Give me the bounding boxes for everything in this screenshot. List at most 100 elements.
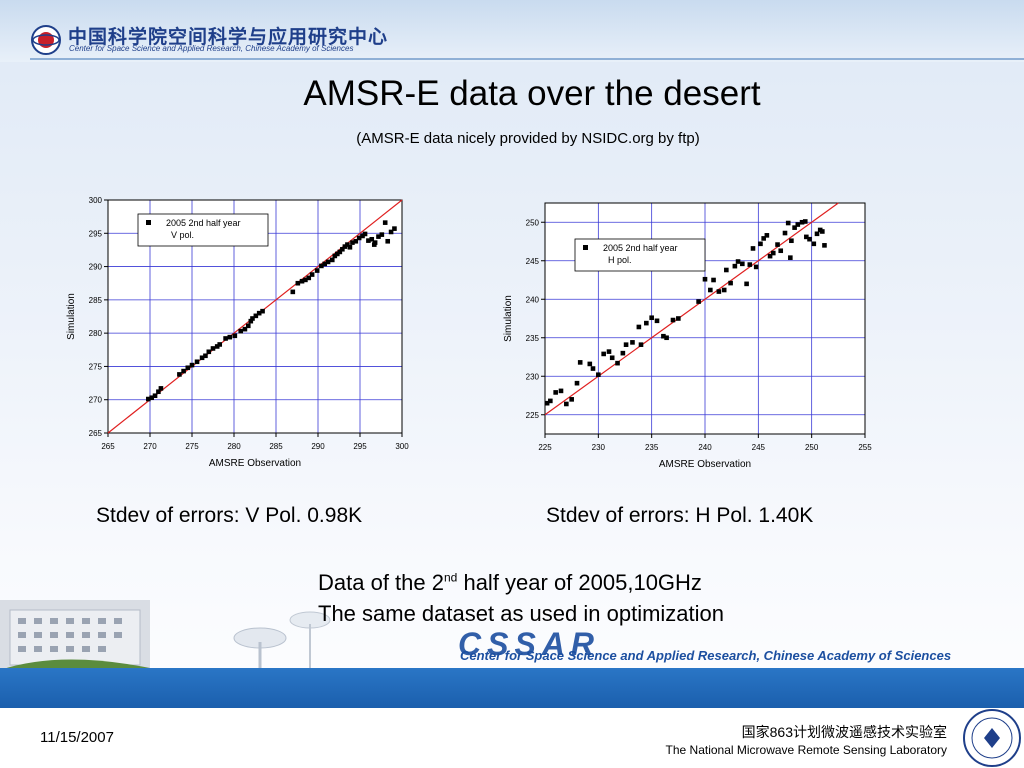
x-tick-label: 290 (311, 442, 325, 451)
data-point (820, 229, 825, 234)
data-point (569, 397, 574, 402)
caption-h-pol: Stdev of errors: H Pol. 1.40K (546, 504, 814, 527)
data-point (574, 380, 580, 386)
header-divider (30, 58, 1024, 60)
legend-label-line2: V pol. (171, 230, 194, 240)
data-point (636, 324, 642, 330)
data-point (256, 310, 262, 316)
cssar-logo-text: CSSAR (458, 626, 601, 662)
data-point (721, 287, 727, 293)
data-point (325, 259, 331, 265)
data-point (822, 243, 827, 248)
data-point (340, 246, 345, 252)
data-point (606, 349, 612, 354)
data-point (770, 250, 776, 256)
data-point (245, 323, 251, 329)
data-point (630, 340, 635, 345)
data-point (366, 238, 371, 243)
data-point (724, 267, 729, 273)
data-point (356, 235, 362, 241)
data-point (309, 272, 315, 277)
plot-frame (107, 199, 403, 434)
data-point (177, 372, 182, 377)
data-point (732, 263, 738, 269)
footer-date: 11/15/2007 (40, 729, 114, 746)
data-point (670, 317, 676, 323)
y-tick-label: 270 (89, 396, 103, 405)
data-point (615, 360, 620, 366)
y-tick-label: 225 (526, 411, 540, 420)
data-point (379, 232, 385, 237)
note-line-2: The same dataset as used in optimization (318, 601, 725, 626)
footer (0, 708, 1024, 768)
data-point (376, 234, 381, 239)
data-point (799, 219, 805, 225)
x-tick-label: 225 (538, 443, 552, 452)
data-point (369, 236, 375, 242)
banner-org-text: Center for Space Science and Applied Res… (460, 648, 952, 663)
data-point (189, 362, 195, 368)
legend-box (137, 213, 269, 247)
data-point (210, 346, 216, 351)
org-name-en: Center for Space Science and Applied Res… (69, 44, 354, 53)
scatter-chart-h-pol: 225 230 235 240 245 250 255 225 230 235 240 245 250 2… (503, 202, 872, 470)
data-point (248, 318, 254, 324)
data-point (335, 251, 340, 257)
data-point (664, 335, 669, 341)
data-point (260, 308, 265, 314)
data-point (322, 261, 328, 267)
data-point (789, 238, 794, 244)
data-point (804, 234, 809, 240)
data-point (638, 342, 644, 347)
data-point (744, 281, 749, 287)
data-point (623, 342, 629, 347)
data-point (360, 233, 365, 239)
y-tick-label: 280 (89, 329, 103, 338)
header-bar (0, 0, 1024, 62)
x-tick-label: 240 (698, 443, 712, 452)
data-point (708, 287, 713, 293)
data-point (156, 389, 161, 395)
data-point (203, 353, 208, 359)
data-point (676, 316, 681, 321)
legend-box (574, 238, 706, 272)
data-point (199, 355, 205, 361)
legend-label-line1: 2005 2nd half year (603, 243, 678, 253)
y-tick-label: 265 (89, 429, 103, 438)
data-point (778, 248, 784, 254)
data-point (564, 401, 569, 407)
note-line-1-pre: Data of the 2 (318, 570, 444, 595)
data-point (620, 350, 626, 356)
data-point (775, 242, 780, 247)
data-point (792, 225, 797, 230)
legend-label-line2: H pol. (608, 255, 632, 265)
data-point (747, 262, 753, 267)
x-tick-label: 255 (858, 443, 872, 452)
x-axis-label: AMSRE Observation (659, 459, 751, 470)
x-tick-label: 270 (143, 442, 157, 451)
data-point (295, 280, 301, 286)
data-point (342, 244, 348, 249)
plot-frame (544, 202, 866, 435)
data-point (185, 365, 191, 371)
x-tick-label: 245 (752, 443, 766, 452)
x-tick-label: 300 (395, 442, 409, 451)
data-point (332, 253, 338, 259)
data-point (761, 236, 766, 241)
data-point (795, 222, 801, 227)
data-point (250, 316, 255, 321)
data-point (319, 263, 324, 269)
data-point (577, 360, 583, 365)
x-tick-label: 285 (269, 442, 283, 451)
data-point (299, 278, 305, 284)
data-point (158, 386, 164, 391)
data-point (385, 238, 391, 244)
x-axis-label: AMSRE Observation (209, 458, 301, 469)
x-tick-label: 265 (101, 442, 115, 451)
y-tick-label: 275 (89, 362, 103, 371)
data-point (206, 349, 212, 355)
data-point (392, 226, 397, 231)
data-point (146, 396, 151, 402)
data-point (609, 355, 615, 361)
y-tick-label: 285 (89, 296, 103, 305)
